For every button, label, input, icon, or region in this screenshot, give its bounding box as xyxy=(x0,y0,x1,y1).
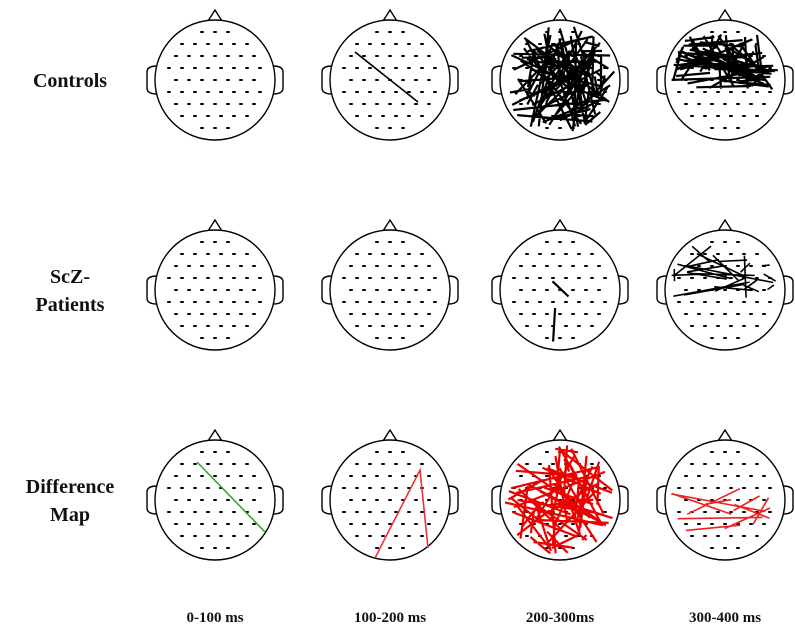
connections xyxy=(374,467,429,559)
ear xyxy=(321,65,333,95)
ear xyxy=(617,275,629,305)
electrodes xyxy=(167,241,262,339)
head xyxy=(656,8,794,141)
row-label: Controls xyxy=(33,70,107,92)
head xyxy=(321,218,459,351)
electrodes xyxy=(342,31,437,129)
ear xyxy=(617,485,629,515)
connections xyxy=(509,26,616,132)
ear xyxy=(146,485,158,515)
head xyxy=(491,218,629,351)
column-label: 0-100 ms xyxy=(186,610,243,626)
nose xyxy=(207,428,223,442)
connections xyxy=(354,51,419,103)
ear xyxy=(617,65,629,95)
head xyxy=(491,8,629,141)
head xyxy=(321,428,459,561)
connections xyxy=(671,245,777,298)
ear xyxy=(491,275,503,305)
ear xyxy=(146,65,158,95)
connections xyxy=(671,487,771,532)
head xyxy=(656,218,794,351)
ear xyxy=(491,65,503,95)
connections xyxy=(196,461,266,533)
nose xyxy=(717,8,733,22)
nose xyxy=(717,428,733,442)
connections xyxy=(551,280,570,342)
electrodes xyxy=(167,451,262,549)
row-label: Patients xyxy=(36,294,105,316)
nose xyxy=(552,428,568,442)
ear xyxy=(321,485,333,515)
ear xyxy=(782,65,794,95)
row-label: ScZ- xyxy=(50,266,90,288)
ear xyxy=(447,485,459,515)
electrodes xyxy=(677,451,772,549)
head xyxy=(146,428,284,561)
electrodes xyxy=(342,451,437,549)
ear xyxy=(447,65,459,95)
row-label: Difference xyxy=(26,476,115,498)
ear xyxy=(272,485,284,515)
nose xyxy=(207,218,223,232)
ear xyxy=(656,485,668,515)
nose xyxy=(382,8,398,22)
ear xyxy=(272,275,284,305)
ear xyxy=(782,275,794,305)
ear xyxy=(146,275,158,305)
head xyxy=(656,428,794,561)
ear xyxy=(782,485,794,515)
nose xyxy=(382,428,398,442)
electrodes xyxy=(677,241,772,339)
ear xyxy=(321,275,333,305)
nose xyxy=(717,218,733,232)
column-label: 300-400 ms xyxy=(689,610,761,626)
nose xyxy=(552,8,568,22)
head xyxy=(146,218,284,351)
electrodes xyxy=(342,241,437,339)
connections xyxy=(504,445,613,555)
ear xyxy=(656,65,668,95)
ear xyxy=(447,275,459,305)
head xyxy=(146,8,284,141)
nose xyxy=(552,218,568,232)
ear xyxy=(272,65,284,95)
electrodes xyxy=(167,31,262,129)
ear xyxy=(656,275,668,305)
nose xyxy=(207,8,223,22)
head xyxy=(321,8,459,141)
nose xyxy=(382,218,398,232)
column-label: 200-300ms xyxy=(526,610,594,626)
ear xyxy=(491,485,503,515)
head xyxy=(491,428,629,561)
column-label: 100-200 ms xyxy=(354,610,426,626)
row-label: Map xyxy=(50,504,90,526)
connections xyxy=(671,34,778,91)
